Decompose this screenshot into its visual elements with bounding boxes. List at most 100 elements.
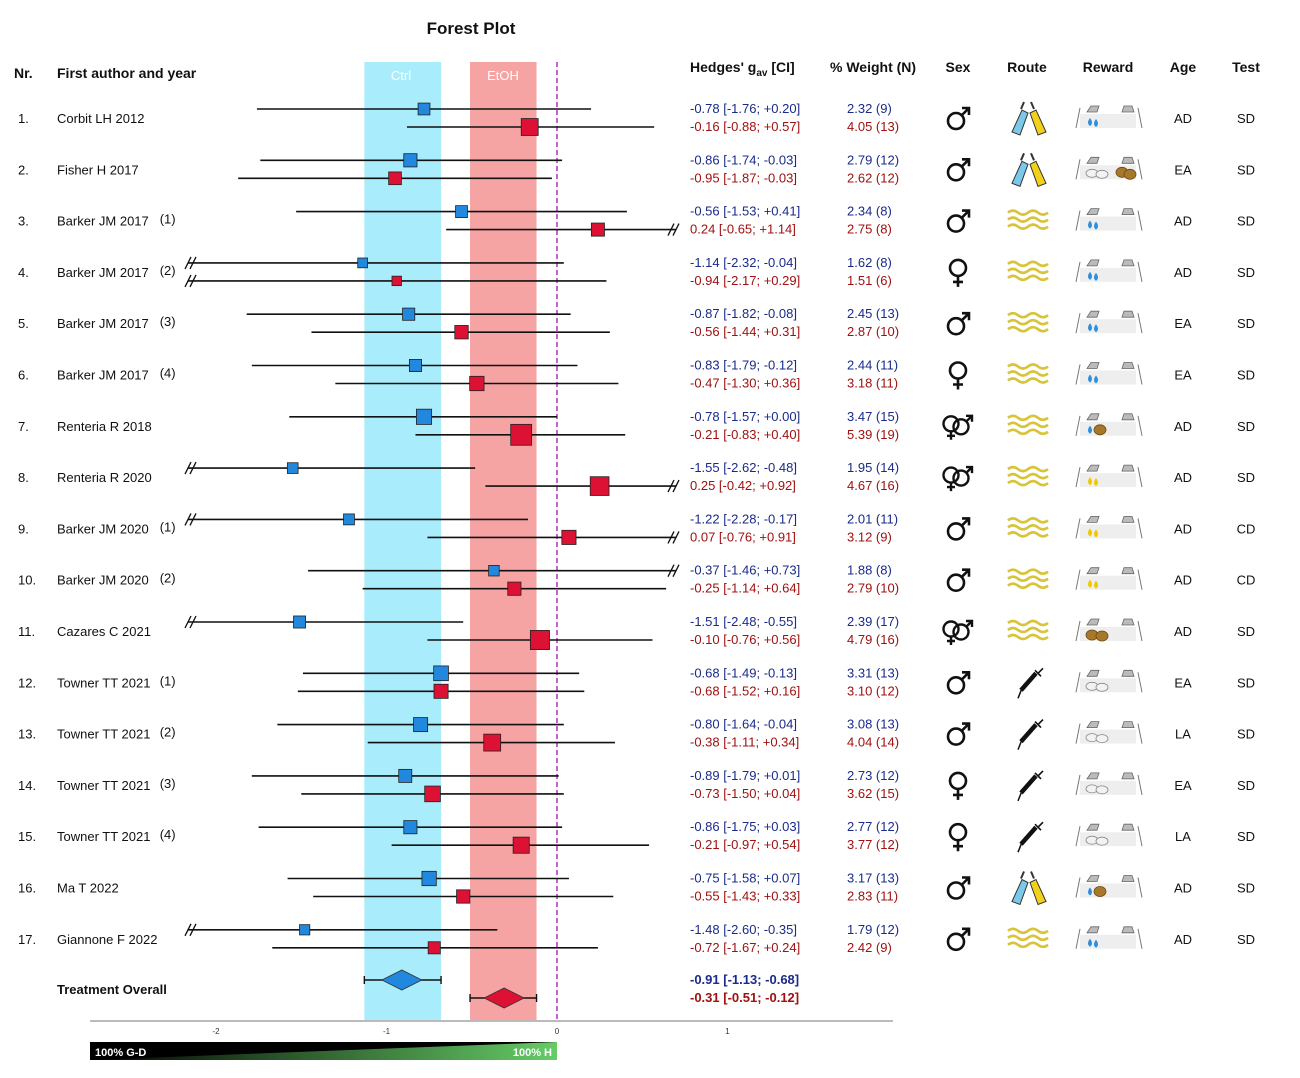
ci-break-mark [667, 479, 675, 493]
female-icon [942, 620, 960, 638]
group-bands [364, 62, 537, 1020]
reward-box-icon [1080, 319, 1136, 334]
lever-icon [1086, 772, 1100, 780]
lever-icon [1086, 721, 1100, 728]
male-arrow-icon [961, 158, 971, 168]
reward-wall-icon [1075, 313, 1143, 334]
study-author: Barker JM 2017 [57, 214, 149, 229]
gradient-right-label: 100% H [513, 1047, 552, 1059]
reward-wall-icon [1075, 569, 1143, 590]
age-value: AD [1174, 214, 1192, 229]
vapor-icon [1007, 223, 1049, 230]
vapor-icon [1007, 472, 1049, 480]
ci-break-mark [189, 461, 197, 475]
male-icon [952, 418, 970, 436]
vapor-icon [1007, 428, 1049, 436]
study-rows: 1. Corbit LH 2012 -0.78 [-1.76; +0.20] -0.1… [18, 101, 1255, 955]
ctrl-effect-ci: -0.37 [-1.46; +0.73] [690, 563, 800, 578]
etoh-weight: 3.77 (12) [847, 837, 899, 852]
drop-icon [1094, 529, 1098, 538]
route-cell [1007, 517, 1049, 538]
etoh-marker [483, 733, 502, 752]
age-value: AD [1174, 521, 1192, 536]
ctrl-weight: 2.73 (12) [847, 768, 899, 783]
sex-cell [946, 158, 971, 182]
test-value: SD [1237, 368, 1255, 383]
ctrl-effect-ci: -1.51 [-2.48; -0.55] [690, 614, 797, 629]
test-value: CD [1237, 521, 1256, 536]
ctrl-weight: 3.17 (13) [847, 871, 899, 886]
male-icon [946, 675, 966, 695]
test-value: SD [1237, 162, 1255, 177]
study-author: Towner TT 2021 [57, 727, 150, 742]
drop-icon [1094, 478, 1098, 487]
ctrl-effect-ci: -0.56 [-1.53; +0.41] [690, 204, 800, 219]
study-number: 11. [18, 624, 35, 639]
bottle-etoh-icon [1029, 109, 1047, 136]
study-author-suffix: (1) [160, 673, 176, 688]
reward-cell [1075, 105, 1143, 129]
study-author: Cazares C 2021 [57, 624, 151, 639]
vapor-icon [1007, 216, 1049, 223]
reward-cell [1075, 413, 1143, 436]
pellet-icon [1095, 785, 1109, 795]
male-arrow-icon [961, 311, 971, 322]
etoh-effect-ci: -0.72 [-1.67; +0.24] [690, 940, 800, 955]
ctrl-marker [455, 205, 468, 218]
study-author: Renteria R 2020 [57, 470, 152, 485]
lever-icon [1086, 926, 1100, 934]
route-cell [1017, 821, 1044, 853]
lever-icon [1121, 823, 1135, 831]
lever-icon [1086, 208, 1100, 215]
header-hedges: Hedges' gav [CI] [690, 59, 795, 79]
drop-icon [1094, 375, 1098, 384]
study-author-suffix: (4) [160, 366, 176, 381]
route-cell [1007, 209, 1049, 230]
ci-break-mark [184, 615, 192, 629]
study-row: 8. Renteria R 2020 -1.55 [-2.62; -0.48] 0.2… [18, 460, 1255, 493]
x-tick-label: 1 [725, 1027, 730, 1036]
lever-icon [1086, 516, 1100, 523]
ci-break-mark [189, 615, 197, 629]
reward-cell [1075, 772, 1143, 795]
ctrl-effect-ci: -1.22 [-2.28; -0.17] [690, 511, 797, 526]
reward-wall-icon [1075, 415, 1143, 436]
study-number: 12. [18, 675, 36, 690]
vapor-icon [1007, 325, 1049, 333]
etoh-marker [427, 941, 441, 955]
vapor-icon [1007, 575, 1049, 582]
male-icon [946, 111, 966, 131]
reward-box-icon [1080, 370, 1136, 385]
lever-icon [1086, 105, 1100, 113]
overall-label: Treatment Overall [57, 982, 167, 997]
reward-box-icon [1080, 575, 1136, 590]
reward-cell [1075, 362, 1143, 385]
etoh-effect-ci: -0.47 [-1.30; +0.36] [690, 376, 800, 391]
study-row: 3. Barker JM 2017 (1) -0.56 [-1.53; +0.41] 0… [18, 204, 1255, 237]
lever-icon [1086, 875, 1100, 882]
bottle-spout-icon [1020, 101, 1025, 110]
reward-cell [1075, 516, 1143, 539]
ctrl-marker [402, 307, 416, 321]
reward-box-icon [1080, 883, 1136, 898]
male-icon [946, 932, 966, 952]
male-arrow-icon [965, 414, 974, 423]
vapor-icon [1007, 377, 1049, 384]
reward-box-icon [1080, 421, 1136, 436]
ctrl-weight: 1.62 (8) [847, 255, 892, 270]
study-author: Barker JM 2017 [57, 316, 149, 331]
vapor-icon [1007, 517, 1049, 524]
study-author-suffix: (3) [160, 314, 176, 329]
test-value: SD [1237, 881, 1255, 896]
etoh-marker [561, 529, 577, 545]
ci-break-mark [667, 531, 675, 544]
age-value: AD [1174, 624, 1192, 639]
study-row: 17. Giannone F 2022 -1.48 [-2.60; -0.35] -0… [18, 922, 1255, 955]
plot-title: Forest Plot [427, 19, 516, 38]
sex-cell [942, 465, 974, 492]
x-tick-label: -2 [212, 1027, 220, 1036]
ctrl-weight: 1.88 (8) [847, 563, 892, 578]
study-author: Barker JM 2020 [57, 521, 149, 536]
reward-cell [1075, 823, 1143, 847]
